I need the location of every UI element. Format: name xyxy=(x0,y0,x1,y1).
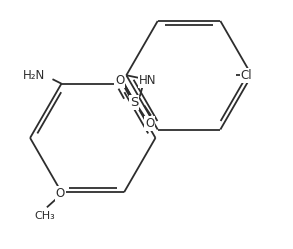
Text: CH₃: CH₃ xyxy=(34,211,55,221)
Text: S: S xyxy=(130,96,138,109)
Text: O: O xyxy=(145,117,154,130)
Text: Cl: Cl xyxy=(241,69,252,82)
Text: H₂N: H₂N xyxy=(22,69,45,82)
Text: O: O xyxy=(115,74,124,87)
Text: O: O xyxy=(56,187,65,200)
Text: HN: HN xyxy=(139,74,156,87)
